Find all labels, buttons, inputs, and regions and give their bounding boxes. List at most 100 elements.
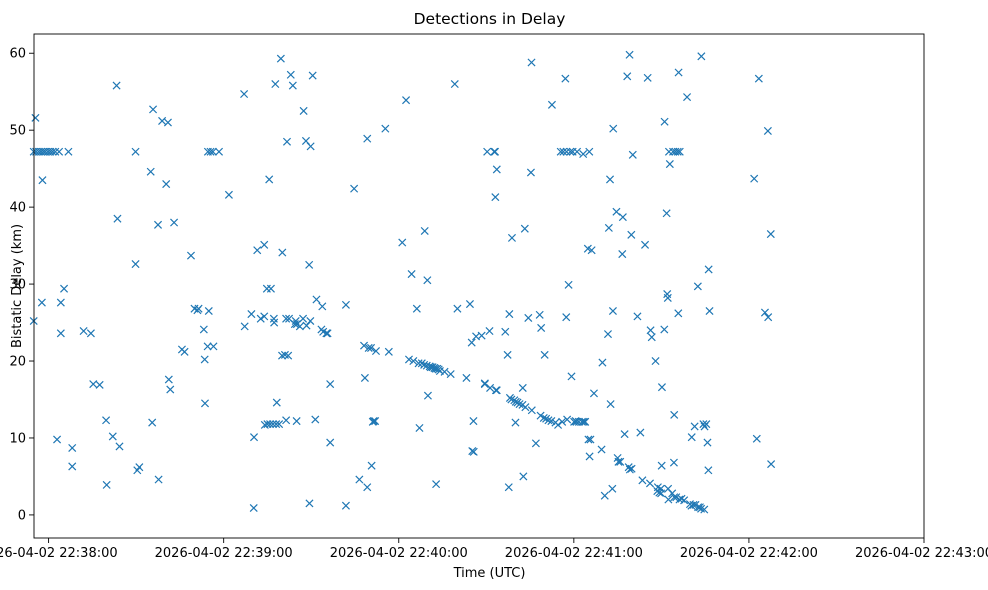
data-point — [683, 93, 692, 102]
data-point — [86, 329, 95, 338]
data-point — [299, 106, 308, 115]
data-point — [89, 380, 98, 389]
data-point — [170, 218, 179, 227]
data-point — [371, 417, 380, 426]
data-point — [266, 284, 275, 293]
data-point — [558, 417, 567, 426]
data-point — [573, 147, 582, 156]
data-point — [360, 373, 369, 382]
y-tick-label: 10 — [9, 431, 26, 446]
data-point — [477, 331, 486, 340]
data-point — [627, 464, 636, 473]
data-point — [531, 439, 540, 448]
data-point — [511, 397, 520, 406]
data-point — [554, 420, 563, 429]
plot-area — [34, 34, 924, 538]
data-point — [381, 124, 390, 133]
data-point — [608, 306, 617, 316]
data-point — [680, 496, 689, 505]
data-point — [440, 367, 449, 376]
data-point — [204, 306, 213, 316]
data-point — [131, 147, 140, 156]
y-tick-label: 0 — [18, 508, 26, 523]
data-point — [367, 461, 376, 470]
data-point — [214, 147, 224, 156]
data-point — [703, 438, 712, 447]
y-axis: 0 10 20 30 40 50 60 — [9, 47, 34, 523]
data-point — [282, 137, 292, 146]
data-point — [56, 298, 65, 307]
x-tick-label: 2026-04-02 22:40:00 — [330, 546, 468, 561]
data-point — [614, 457, 623, 466]
data-point — [562, 313, 571, 322]
data-point — [527, 406, 536, 415]
data-point — [276, 54, 285, 63]
data-point — [625, 50, 634, 59]
data-point — [469, 447, 478, 456]
data-point — [131, 260, 140, 269]
data-point — [521, 403, 530, 412]
data-point — [665, 160, 674, 169]
data-point — [657, 489, 666, 498]
data-point — [423, 276, 432, 285]
data-point — [299, 314, 308, 323]
chart-title: Detections in Delay — [414, 10, 566, 28]
data-point — [200, 399, 210, 408]
data-point — [469, 417, 478, 426]
x-tick-label: 2026-04-02 22:41:00 — [505, 546, 643, 561]
data-point — [586, 435, 595, 444]
data-point — [503, 350, 512, 359]
data-point — [618, 250, 627, 259]
data-point — [539, 413, 548, 422]
data-point — [326, 438, 335, 447]
data-point — [544, 416, 553, 425]
data-point — [491, 193, 500, 202]
data-point — [754, 74, 763, 83]
data-point — [657, 383, 666, 392]
data-point — [407, 270, 416, 279]
data-point — [282, 416, 291, 425]
data-point — [687, 433, 696, 442]
data-point — [311, 415, 320, 424]
data-point — [68, 462, 77, 471]
data-point — [446, 370, 455, 379]
data-point — [271, 79, 280, 89]
data-point — [288, 81, 297, 90]
x-tick-label: 2026-04-02 22:43:00 — [855, 546, 988, 561]
data-point — [37, 298, 46, 307]
data-point — [563, 415, 572, 424]
data-point — [633, 312, 642, 321]
data-point — [275, 420, 284, 429]
data-point — [519, 472, 528, 481]
data-point — [646, 326, 655, 335]
data-point — [295, 322, 304, 331]
data-point — [266, 420, 275, 429]
data-point — [367, 343, 376, 352]
data-point — [253, 246, 262, 255]
data-point — [645, 479, 655, 488]
data-point — [102, 480, 111, 489]
data-point — [689, 500, 698, 509]
data-point — [318, 302, 327, 311]
data-point — [398, 238, 407, 247]
data-point — [673, 147, 682, 156]
data-point — [561, 74, 570, 83]
data-point — [113, 214, 122, 223]
data-point — [115, 442, 124, 451]
data-point — [208, 147, 217, 156]
data-point — [670, 410, 679, 419]
data-point — [371, 346, 381, 356]
data-point — [282, 314, 291, 323]
data-point — [163, 118, 172, 127]
data-point — [564, 280, 573, 289]
data-point — [153, 220, 163, 229]
data-point — [180, 347, 189, 356]
data-point — [638, 476, 647, 485]
data-point — [559, 147, 568, 156]
data-point — [535, 310, 544, 319]
data-point — [700, 505, 709, 514]
y-tick-label: 30 — [9, 278, 26, 293]
x-tick-label: 2026-04-02 22:39:00 — [155, 546, 293, 561]
data-point — [609, 124, 618, 133]
data-point — [625, 465, 634, 474]
